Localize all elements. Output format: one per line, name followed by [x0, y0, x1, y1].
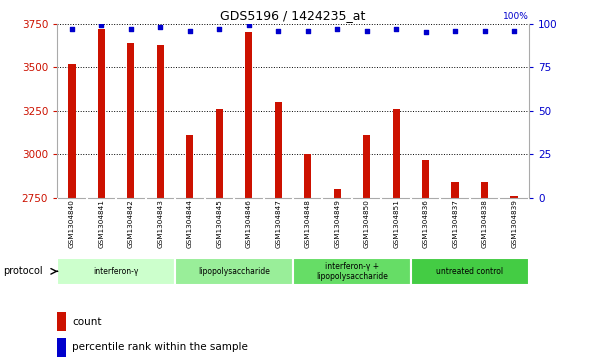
Bar	[451, 182, 459, 198]
Bar	[293, 258, 411, 285]
Text: 100%: 100%	[503, 12, 529, 21]
Text: GSM1304840: GSM1304840	[69, 200, 75, 248]
Point	[67, 26, 77, 32]
Point	[126, 26, 136, 32]
Bar	[57, 338, 66, 357]
Bar	[481, 182, 489, 198]
Bar	[411, 258, 529, 285]
Bar	[97, 29, 105, 198]
Bar	[57, 258, 175, 285]
Text: untreated control: untreated control	[436, 267, 504, 276]
Bar	[422, 159, 429, 198]
Bar	[304, 154, 311, 198]
Point	[215, 26, 224, 32]
Text: GSM1304842: GSM1304842	[128, 200, 134, 248]
Point	[480, 28, 489, 33]
Point	[303, 28, 313, 33]
Bar	[392, 109, 400, 198]
Text: GSM1304849: GSM1304849	[334, 200, 340, 248]
Point	[421, 29, 430, 35]
Text: GSM1304843: GSM1304843	[157, 200, 163, 248]
Bar	[334, 189, 341, 198]
Point	[156, 24, 165, 30]
Point	[509, 28, 519, 33]
Title: GDS5196 / 1424235_at: GDS5196 / 1424235_at	[221, 9, 365, 23]
Point	[450, 28, 460, 33]
Bar	[175, 258, 293, 285]
Text: GSM1304847: GSM1304847	[275, 200, 281, 248]
Text: protocol: protocol	[3, 266, 43, 276]
Bar	[510, 196, 518, 198]
Text: GSM1304851: GSM1304851	[393, 200, 399, 248]
Text: GSM1304850: GSM1304850	[364, 200, 370, 248]
Text: GSM1304839: GSM1304839	[511, 200, 517, 248]
Bar	[57, 312, 66, 331]
Text: interferon-γ +
lipopolysaccharide: interferon-γ + lipopolysaccharide	[316, 262, 388, 281]
Point	[244, 23, 254, 28]
Text: interferon-γ: interferon-γ	[93, 267, 139, 276]
Text: GSM1304846: GSM1304846	[246, 200, 252, 248]
Text: GSM1304836: GSM1304836	[423, 200, 429, 248]
Text: GSM1304845: GSM1304845	[216, 200, 222, 248]
Bar	[68, 64, 76, 198]
Bar	[245, 32, 252, 198]
Point	[273, 28, 283, 33]
Point	[391, 26, 401, 32]
Point	[185, 28, 195, 33]
Text: GSM1304844: GSM1304844	[187, 200, 193, 248]
Text: GSM1304837: GSM1304837	[452, 200, 458, 248]
Bar	[363, 135, 370, 198]
Text: percentile rank within the sample: percentile rank within the sample	[72, 342, 248, 352]
Text: GSM1304848: GSM1304848	[305, 200, 311, 248]
Bar	[157, 45, 164, 198]
Point	[362, 28, 371, 33]
Bar	[186, 135, 194, 198]
Text: count: count	[72, 317, 102, 327]
Bar	[127, 43, 135, 198]
Bar	[275, 102, 282, 198]
Text: GSM1304841: GSM1304841	[99, 200, 105, 248]
Point	[97, 23, 106, 28]
Point	[332, 26, 342, 32]
Text: lipopolysaccharide: lipopolysaccharide	[198, 267, 270, 276]
Bar	[216, 109, 223, 198]
Text: GSM1304838: GSM1304838	[481, 200, 487, 248]
